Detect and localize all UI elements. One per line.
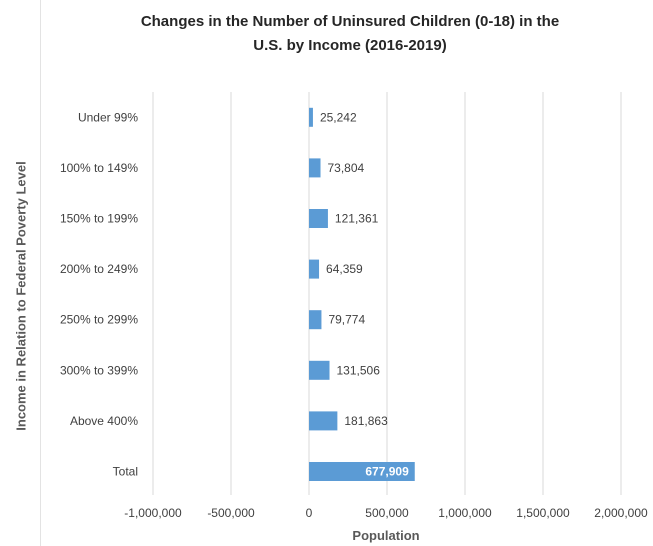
bar-4 <box>309 310 322 330</box>
bar-3 <box>309 259 320 279</box>
chart-title-line-2: U.S. by Income (2016-2019) <box>253 37 447 54</box>
x-tick-label-1: -500,000 <box>207 506 255 520</box>
x-tick-label-0: -1,000,000 <box>124 506 182 520</box>
bar-1 <box>309 158 321 178</box>
bar-2 <box>309 209 328 228</box>
bar-0 <box>309 107 313 127</box>
value-label-4: 79,774 <box>328 313 365 327</box>
category-label-0: Under 99% <box>78 110 138 124</box>
category-label-2: 150% to 199% <box>60 212 138 226</box>
value-label-7: 677,909 <box>365 465 409 479</box>
chart-title: Changes in the Number of Uninsured Child… <box>60 10 640 58</box>
category-label-1: 100% to 149% <box>60 161 138 175</box>
x-tick-label-3: 500,000 <box>365 506 409 520</box>
bar-6 <box>309 411 338 431</box>
bar-5 <box>309 360 330 380</box>
category-label-7: Total <box>113 465 138 479</box>
value-label-1: 73,804 <box>328 161 365 175</box>
value-label-6: 181,863 <box>344 414 388 428</box>
category-label-5: 300% to 399% <box>60 363 138 377</box>
value-label-3: 64,359 <box>326 262 363 276</box>
chart-title-line-1: Changes in the Number of Uninsured Child… <box>140 13 560 30</box>
bar-7 <box>309 462 415 481</box>
chart-left-border <box>40 0 41 546</box>
x-tick-label-6: 2,000,000 <box>594 506 648 520</box>
x-tick-label-2: 0 <box>306 506 313 520</box>
x-tick-label-5: 1,500,000 <box>516 506 570 520</box>
value-label-2: 121,361 <box>335 212 379 226</box>
value-label-0: 25,242 <box>320 110 357 124</box>
category-label-4: 250% to 299% <box>60 313 138 327</box>
x-tick-label-4: 1,000,000 <box>438 506 492 520</box>
category-label-3: 200% to 249% <box>60 262 138 276</box>
value-label-5: 131,506 <box>337 363 381 377</box>
x-axis-title: Population <box>352 528 420 543</box>
category-label-6: Above 400% <box>70 414 138 428</box>
